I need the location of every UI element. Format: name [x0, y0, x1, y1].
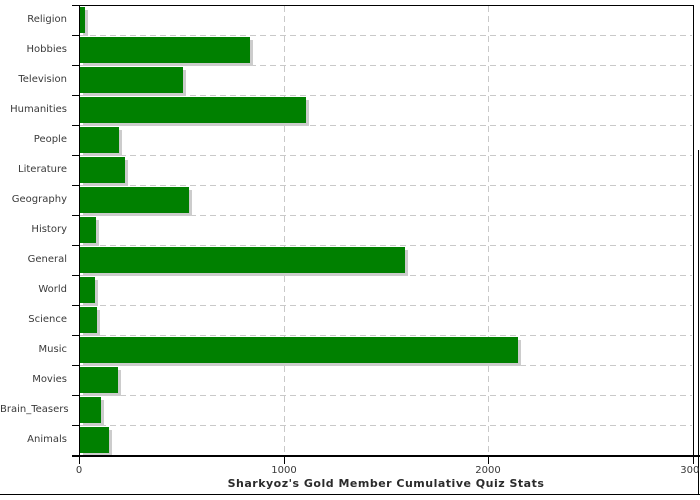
y-axis-tick: [72, 395, 79, 396]
category-label-movies: Movies: [32, 374, 67, 385]
horizontal-gridline: [80, 335, 692, 336]
y-axis-tick: [72, 335, 79, 336]
y-axis-tick: [72, 215, 79, 216]
bar-science: [80, 307, 97, 333]
vertical-gridline-2000: [488, 6, 489, 455]
y-axis-tick: [72, 185, 79, 186]
x-axis-label-3000: 3000: [680, 465, 700, 476]
horizontal-gridline: [80, 65, 692, 66]
vertical-gridline-1000: [284, 6, 285, 455]
y-axis-tick: [72, 125, 79, 126]
category-label-religion: Religion: [27, 14, 67, 25]
chart-title: Sharkyoz's Gold Member Cumulative Quiz S…: [227, 477, 545, 490]
y-axis-tick: [72, 155, 79, 156]
bar-history: [80, 217, 96, 243]
x-axis-tick-3000: [693, 457, 694, 464]
y-axis-tick: [72, 425, 79, 426]
category-label-world: World: [38, 284, 67, 295]
bar-religion: [80, 7, 85, 33]
category-label-geography: Geography: [11, 194, 67, 205]
bar-geography: [80, 187, 189, 213]
page-bottom-border: [0, 494, 700, 495]
y-axis-tick: [72, 365, 79, 366]
category-label-television: Television: [18, 74, 67, 85]
y-axis-tick: [72, 305, 79, 306]
horizontal-gridline: [80, 245, 692, 246]
horizontal-gridline: [80, 185, 692, 186]
horizontal-gridline: [80, 275, 692, 276]
horizontal-gridline: [80, 365, 692, 366]
horizontal-gridline: [80, 125, 692, 126]
bar-movies: [80, 367, 118, 393]
x-axis-tick-1000: [284, 457, 285, 464]
y-axis-tick: [72, 5, 79, 6]
y-axis-tick: [72, 65, 79, 66]
bar-animals: [80, 427, 109, 453]
plot-top-spine: [79, 5, 694, 6]
category-label-brain_teasers: Brain_Teasers: [0, 404, 69, 415]
bar-general: [80, 247, 405, 273]
y-axis-tick: [72, 95, 79, 96]
y-axis-tick: [72, 455, 79, 456]
x-axis-tick-2000: [488, 457, 489, 464]
x-axis-label-1000: 1000: [271, 465, 297, 476]
bar-music: [80, 337, 518, 363]
y-axis-tick: [72, 35, 79, 36]
category-label-literature: Literature: [18, 164, 67, 175]
y-axis-tick: [72, 245, 79, 246]
bar-literature: [80, 157, 125, 183]
bar-television: [80, 67, 183, 93]
horizontal-gridline: [80, 305, 692, 306]
bar-brain_teasers: [80, 397, 101, 423]
category-label-hobbies: Hobbies: [26, 44, 67, 55]
x-axis-tick-0: [79, 457, 80, 464]
category-label-animals: Animals: [27, 434, 67, 445]
horizontal-gridline: [80, 35, 692, 36]
page-right-border: [698, 150, 699, 495]
bar-world: [80, 277, 95, 303]
category-label-music: Music: [38, 344, 67, 355]
bar-hobbies: [80, 37, 250, 63]
category-label-humanities: Humanities: [10, 104, 67, 115]
plot-left-spine: [79, 5, 80, 455]
x-axis-label-0: 0: [75, 465, 83, 476]
horizontal-gridline: [80, 425, 692, 426]
bar-people: [80, 127, 119, 153]
horizontal-gridline: [80, 155, 692, 156]
horizontal-gridline: [80, 215, 692, 216]
category-label-science: Science: [28, 314, 67, 325]
category-label-general: General: [27, 254, 67, 265]
category-label-history: History: [31, 224, 67, 235]
horizontal-gridline: [80, 395, 692, 396]
x-axis-line: [72, 455, 700, 457]
y-axis-tick: [72, 275, 79, 276]
category-label-people: People: [33, 134, 67, 145]
x-axis-label-2000: 2000: [475, 465, 501, 476]
plot-right-spine: [693, 5, 694, 455]
horizontal-gridline: [80, 95, 692, 96]
bar-humanities: [80, 97, 306, 123]
